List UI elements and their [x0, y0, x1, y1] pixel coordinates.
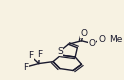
- Text: O: O: [98, 35, 105, 44]
- Text: F: F: [23, 63, 28, 72]
- Text: S: S: [57, 47, 63, 56]
- Text: O: O: [80, 29, 87, 38]
- Text: F: F: [28, 51, 33, 60]
- Text: O: O: [89, 39, 96, 48]
- Text: F: F: [37, 50, 42, 59]
- Text: Me: Me: [109, 35, 123, 44]
